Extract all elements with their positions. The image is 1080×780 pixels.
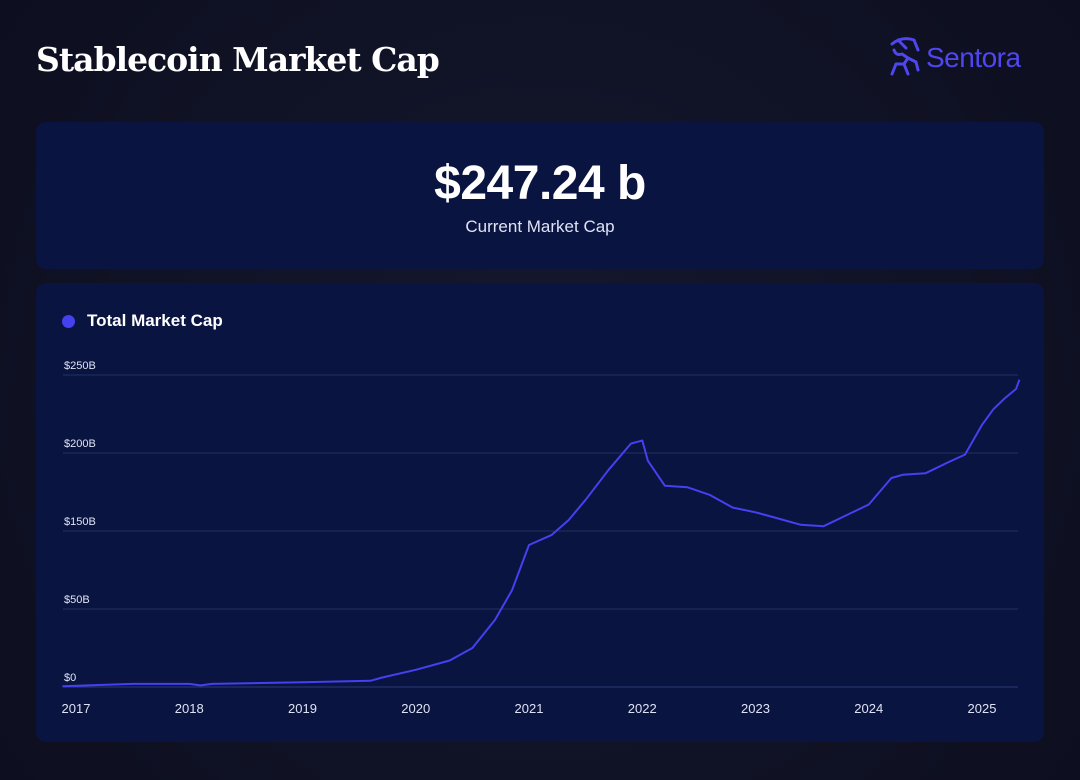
x-tick-label: 2019 <box>288 701 317 716</box>
brand-logo: Sentora <box>886 36 1021 80</box>
legend-dot <box>62 314 75 328</box>
kpi-value: $247.24 b <box>434 157 646 210</box>
kpi-card: $247.24 b Current Market Cap <box>36 122 1044 269</box>
legend: Total Market Cap <box>62 311 223 331</box>
brand-name: Sentora <box>926 42 1021 73</box>
line-chart: $0 $50B $150B $200B $250B 2017 2018 2019 2020 202… <box>62 360 1021 716</box>
legend-label: Total Market Cap <box>87 311 223 330</box>
y-tick-label: $0 <box>64 672 76 684</box>
page-title: Stablecoin Market Cap <box>36 40 440 79</box>
x-tick-label: 2022 <box>628 701 657 716</box>
series-line-total-market-cap <box>62 379 1021 688</box>
x-tick-label: 2025 <box>968 701 997 716</box>
y-tick-label: $200B <box>64 438 96 450</box>
centaur-archer-icon <box>890 37 920 76</box>
x-tick-label: 2021 <box>515 701 544 716</box>
x-tick-label: 2023 <box>741 701 770 716</box>
y-tick-label: $250B <box>64 360 96 372</box>
x-tick-label: 2024 <box>854 701 883 716</box>
kpi-label: Current Market Cap <box>465 217 615 236</box>
y-tick-label: $150B <box>64 516 96 528</box>
x-tick-label: 2018 <box>175 701 204 716</box>
x-tick-label: 2017 <box>62 701 91 716</box>
y-tick-label: $50B <box>64 594 90 606</box>
x-tick-label: 2020 <box>401 701 430 716</box>
chart-card: Total Market Cap $0 $50B $150B $200B $250B 20… <box>36 283 1044 742</box>
